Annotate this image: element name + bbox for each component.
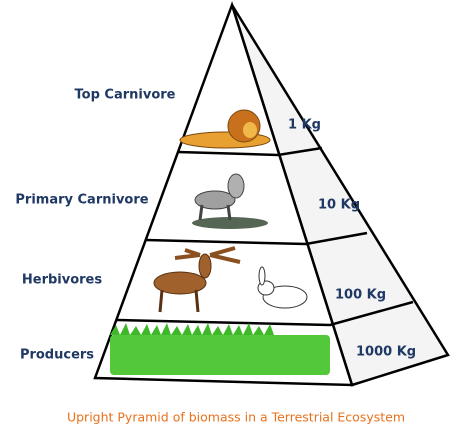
pyramid-diagram: Top Carnivore 1 Kg Primary Carnivore 10 Kg H… bbox=[0, 0, 469, 432]
level-mass: 100 Kg bbox=[335, 288, 386, 303]
level-label: Producers bbox=[20, 348, 94, 363]
level-mass: 1 Kg bbox=[288, 118, 321, 133]
level-label: Primary Carnivore bbox=[15, 193, 148, 208]
level-mass: 1000 Kg bbox=[356, 345, 416, 360]
level-label: Herbivores bbox=[22, 273, 103, 288]
level-label: Top Carnivore bbox=[75, 88, 176, 103]
caption: Upright Pyramid of biomass in a Terrestr… bbox=[67, 410, 405, 425]
level-mass: 10 Kg bbox=[318, 198, 360, 213]
